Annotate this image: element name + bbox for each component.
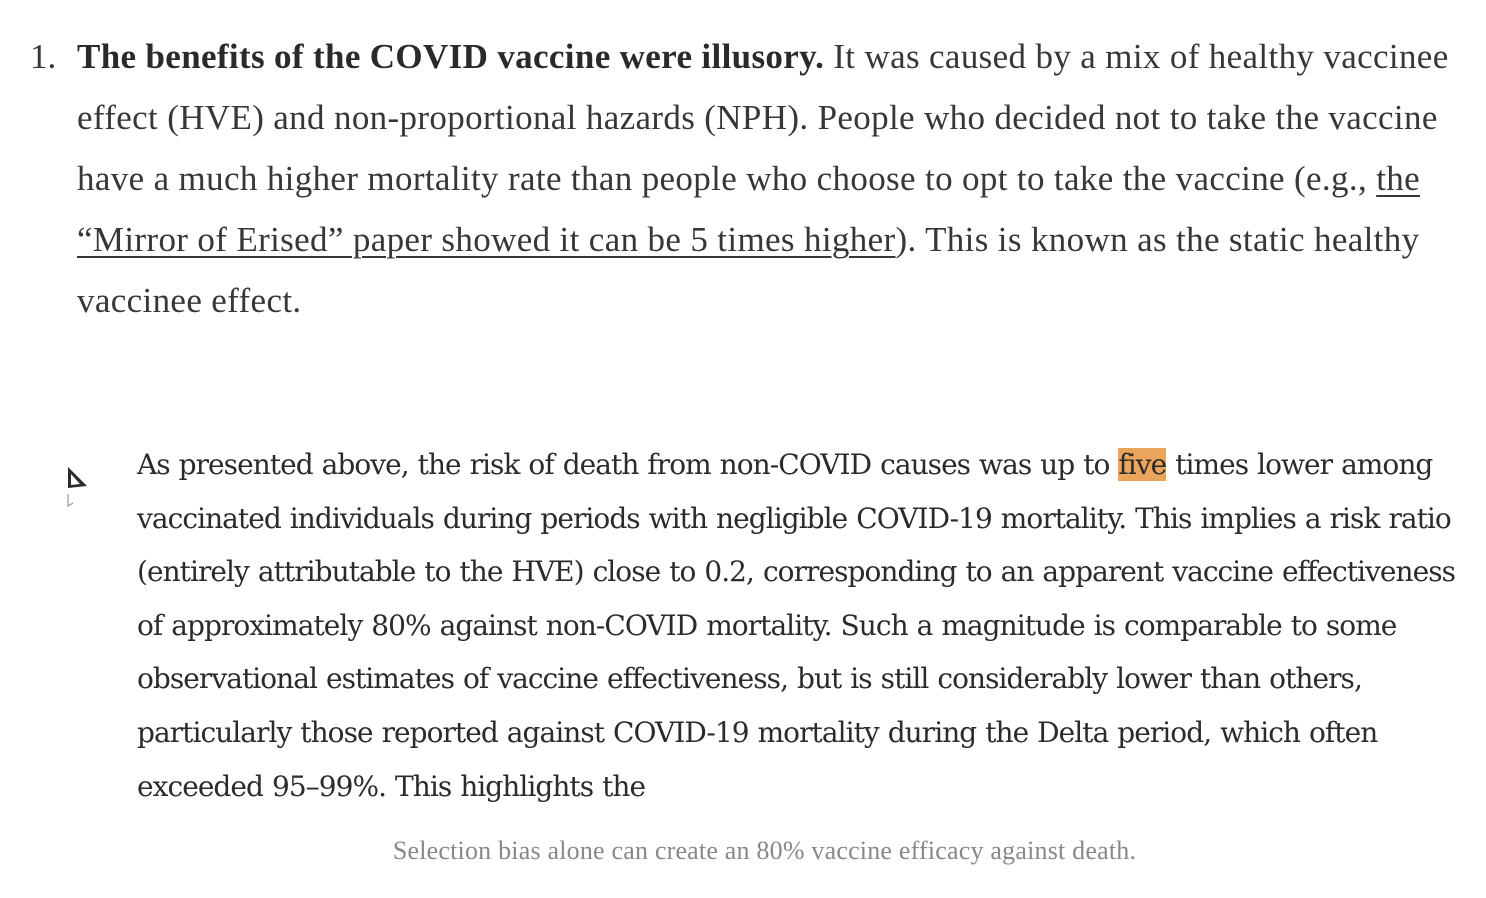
list-item-text: The benefits of the COVID vaccine were i…: [77, 26, 1472, 331]
mirror-of-erised-link[interactable]: the “Mirror of Erised” paper showed it c…: [77, 159, 1420, 259]
excerpt-text: As presented above, the risk of death fr…: [137, 438, 1457, 813]
figure-caption: Selection bias alone can create an 80% v…: [392, 836, 1137, 865]
highlighted-word: five: [1118, 448, 1167, 481]
list-text-part-2: ). This is known as the static healthy v…: [77, 220, 1420, 320]
list-text-part-1: It was caused by a mix of healthy vaccin…: [77, 37, 1449, 198]
excerpt-before: As presented above, the risk of death fr…: [137, 448, 1119, 481]
excerpt-image: As presented above, the risk of death fr…: [0, 438, 1486, 818]
bold-lead: The benefits of the COVID vaccine were i…: [77, 37, 825, 76]
list-number: 1.: [30, 37, 57, 76]
excerpt-after: times lower among vaccinated individuals…: [137, 448, 1456, 803]
mouse-pointer-icon: [67, 467, 87, 508]
